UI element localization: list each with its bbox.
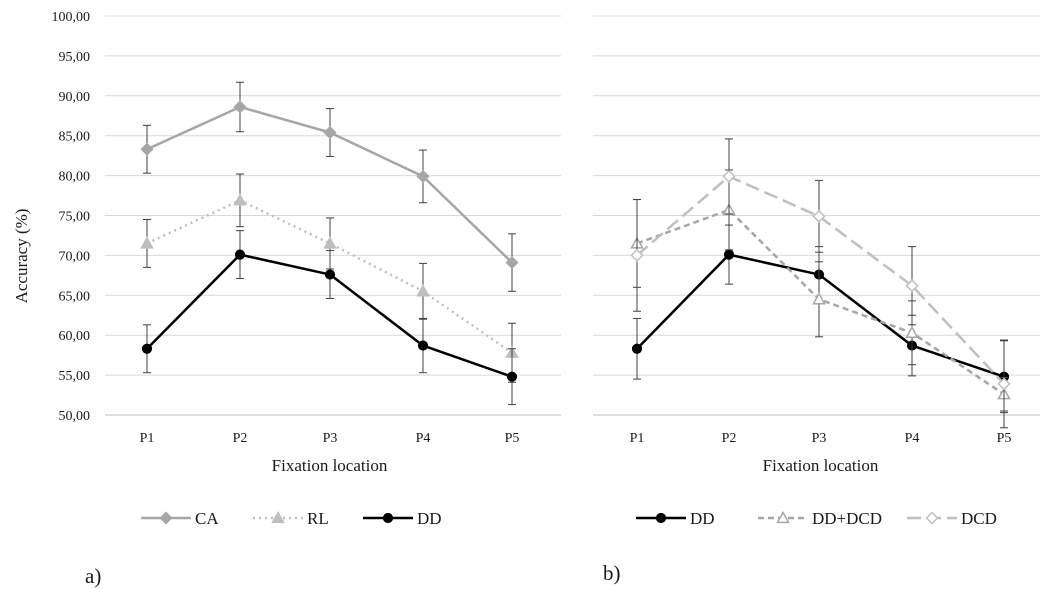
data-point xyxy=(417,340,429,351)
y-tick-label: 55,00 xyxy=(59,369,91,384)
series-DCD xyxy=(630,138,1011,429)
data-point xyxy=(905,325,919,338)
series-DD xyxy=(631,224,1010,414)
legend-marker xyxy=(382,512,394,524)
legend-item-DD: DD xyxy=(363,509,442,528)
data-point xyxy=(233,193,247,206)
data-point xyxy=(141,343,153,354)
data-point xyxy=(812,209,826,223)
x-tick-label: P2 xyxy=(233,431,248,446)
y-tick-label: 70,00 xyxy=(59,249,91,264)
legend-item-RL: RL xyxy=(253,509,329,528)
legend-label: DD xyxy=(690,509,715,528)
y-tick-label: 50,00 xyxy=(59,409,91,424)
data-point xyxy=(631,343,643,354)
series-line xyxy=(636,175,1005,385)
data-point xyxy=(812,292,826,305)
x-tick-label: P4 xyxy=(905,431,920,446)
legend-item-CA: CA xyxy=(141,509,219,528)
x-tick-label: P1 xyxy=(140,431,155,446)
data-point xyxy=(723,249,735,260)
data-point xyxy=(324,269,336,280)
x-tick-label: P5 xyxy=(997,431,1012,446)
series-DD xyxy=(141,230,518,406)
legend-label: RL xyxy=(307,509,329,528)
panel-b-chart: P1 P2 P3 P4 P5 Fixation location DD DD+DCD DCD b) xyxy=(593,15,1040,585)
series-line xyxy=(146,199,513,354)
legend-marker xyxy=(655,512,667,524)
data-point xyxy=(630,248,644,262)
panel-label: b) xyxy=(603,561,621,585)
y-tick-label: 75,00 xyxy=(59,210,91,225)
data-point xyxy=(140,236,154,249)
legend-item-DD: DD xyxy=(636,509,715,528)
y-tick-label: 100,00 xyxy=(52,10,91,25)
x-tick-label: P1 xyxy=(630,431,645,446)
x-tick-label: P3 xyxy=(323,431,338,446)
data-point xyxy=(233,100,247,114)
data-point xyxy=(416,169,430,183)
x-axis-title: Fixation location xyxy=(272,456,388,475)
x-tick-label: P2 xyxy=(722,431,737,446)
x-tick-label: P3 xyxy=(812,431,827,446)
legend-label: CA xyxy=(195,509,219,528)
legend-label: DCD xyxy=(961,509,997,528)
series-CA xyxy=(140,81,519,292)
legend-item-DCD: DCD xyxy=(907,509,997,528)
legend-label: DD+DCD xyxy=(812,509,882,528)
x-axis-title: Fixation location xyxy=(763,456,879,475)
y-tick-label: 85,00 xyxy=(59,130,91,145)
data-point xyxy=(323,236,337,249)
data-point xyxy=(905,279,919,293)
data-point xyxy=(997,377,1011,391)
y-tick-label: 80,00 xyxy=(59,170,91,185)
data-point xyxy=(416,284,430,297)
y-tick-label: 90,00 xyxy=(59,90,91,105)
data-point xyxy=(323,125,337,140)
data-point xyxy=(722,169,736,183)
data-point xyxy=(140,142,154,156)
x-tick-label: P5 xyxy=(505,431,520,446)
legend-marker xyxy=(925,511,939,525)
legend-label: DD xyxy=(417,509,442,528)
panel-label: a) xyxy=(85,564,101,588)
data-point xyxy=(234,249,246,260)
data-point xyxy=(506,371,518,382)
legend-marker xyxy=(271,510,285,524)
y-tick-label: 60,00 xyxy=(59,329,91,344)
y-axis-title: Accuracy (%) xyxy=(12,209,31,304)
y-tick-label: 95,00 xyxy=(59,50,91,65)
legend-item-DD+DCD: DD+DCD xyxy=(758,509,882,528)
panel-a-chart: 50,00 55,00 60,00 65,00 70,00 75,00 80,00 85,00… xyxy=(52,10,561,588)
y-tick-label: 65,00 xyxy=(59,289,91,304)
legend-marker xyxy=(776,510,790,524)
legend-marker xyxy=(159,511,173,525)
x-tick-label: P4 xyxy=(416,431,431,446)
data-point xyxy=(505,256,519,270)
